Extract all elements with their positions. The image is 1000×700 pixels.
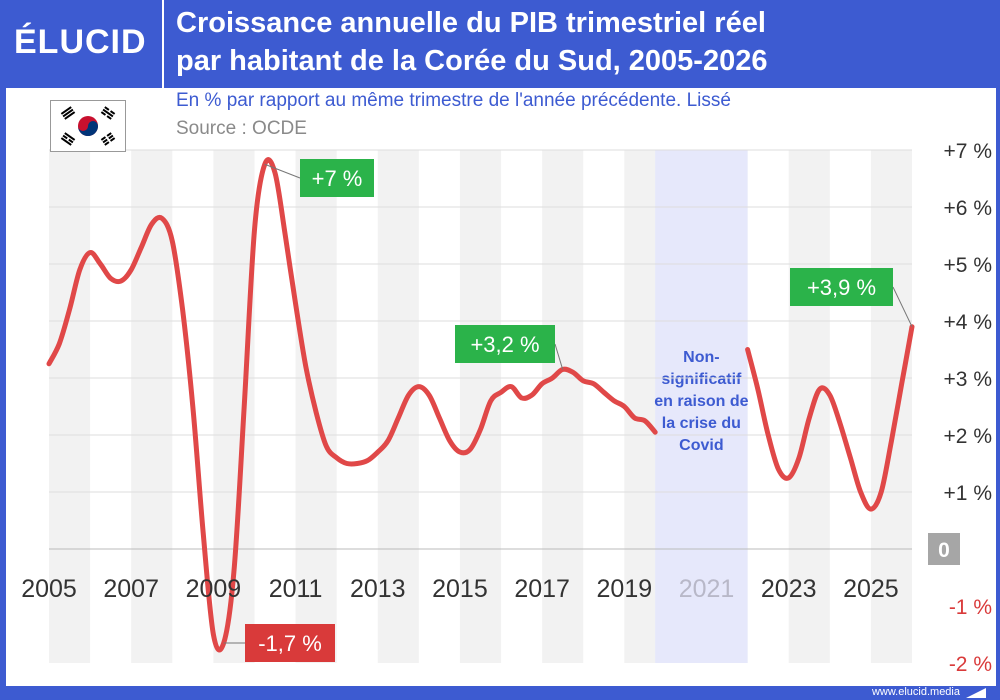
title-line-2: par habitant de la Corée du Sud, 2005-20… <box>176 45 768 77</box>
header-divider <box>162 0 164 88</box>
annotation-label: +3,2 % <box>470 332 539 357</box>
year-band <box>788 150 830 663</box>
zero-tick-box <box>928 533 960 565</box>
elucid-mark-icon <box>966 688 986 698</box>
y-tick-label: +3 % <box>944 368 992 391</box>
website-credit: www.elucid.media <box>871 686 960 698</box>
series-line-layer <box>46 157 915 653</box>
annotation-leader <box>264 163 301 179</box>
header-bar: ÉLUCID Croissance annuelle du PIB trimes… <box>0 0 1000 88</box>
y-tick-label: -1 % <box>949 596 992 619</box>
year-band <box>459 150 502 663</box>
x-tick-label: 2013 <box>350 575 406 603</box>
annotations-layer: +7 % -1,7 % +3,2 % +3,9 % <box>223 159 913 662</box>
annotation-label: +7 % <box>312 166 363 191</box>
covid-note-line: Covid <box>679 437 723 454</box>
x-tick-label: 2009 <box>186 575 242 603</box>
year-band <box>377 150 419 663</box>
covid-note-line: Non- <box>683 349 719 366</box>
y-tick-label: +4 % <box>944 311 992 334</box>
y-tick-label: -2 % <box>949 653 992 676</box>
annotation-box <box>790 268 893 306</box>
x-tick-label: 2025 <box>843 575 899 603</box>
y-tick-label: +2 % <box>944 425 992 448</box>
year-band <box>131 150 173 663</box>
x-tick-label: 2019 <box>597 575 653 603</box>
covid-band-layer: Non-significatif en raison de la crise du C… <box>654 150 749 663</box>
annotation-box <box>300 159 374 197</box>
x-tick-label: 2015 <box>432 575 488 603</box>
x-tick-label: 2017 <box>514 575 570 603</box>
chart-subtitle: En % par rapport au même trimestre de l'… <box>176 90 731 111</box>
annotation-label: +3,9 % <box>807 275 876 300</box>
x-tick-label: 2007 <box>103 575 159 603</box>
covid-note-line: significatif <box>661 371 742 388</box>
x-tick-label: 2021 <box>679 575 735 603</box>
y-tick-label: 0 <box>938 539 950 562</box>
x-tick-label: 2005 <box>21 575 77 603</box>
annotation-leader <box>892 286 913 327</box>
year-band <box>49 150 91 663</box>
covid-note-line: en raison de <box>654 393 748 410</box>
y-tick-label: +5 % <box>944 254 992 277</box>
y-tick-label: +1 % <box>944 482 992 505</box>
x-tick-label: 2011 <box>269 575 323 603</box>
south-korea-flag-icon <box>50 100 126 152</box>
year-band <box>542 150 584 663</box>
y-tick-label: +7 % <box>944 140 992 163</box>
elucid-logo: ÉLUCID <box>14 23 147 61</box>
annotation-box <box>245 624 335 662</box>
year-band <box>870 150 912 663</box>
title-line-1: Croissance annuelle du PIB trimestriel r… <box>176 7 766 39</box>
chart-source: Source : OCDE <box>176 118 307 139</box>
x-tick-label: 2023 <box>761 575 817 603</box>
series-line <box>745 324 915 512</box>
covid-band <box>655 150 748 663</box>
annotation-label: -1,7 % <box>258 631 322 656</box>
axis-labels: 2005 2007 2009 2011 2013 2015 2017 2019 2021 2023… <box>21 140 992 676</box>
chart-title: Croissance annuelle du PIB trimestriel r… <box>176 4 976 80</box>
annotation-leader <box>554 343 564 370</box>
y-tick-label: +6 % <box>944 197 992 220</box>
series-line <box>46 157 658 653</box>
covid-note-line: la crise du <box>662 415 741 432</box>
annotation-box <box>455 325 555 363</box>
